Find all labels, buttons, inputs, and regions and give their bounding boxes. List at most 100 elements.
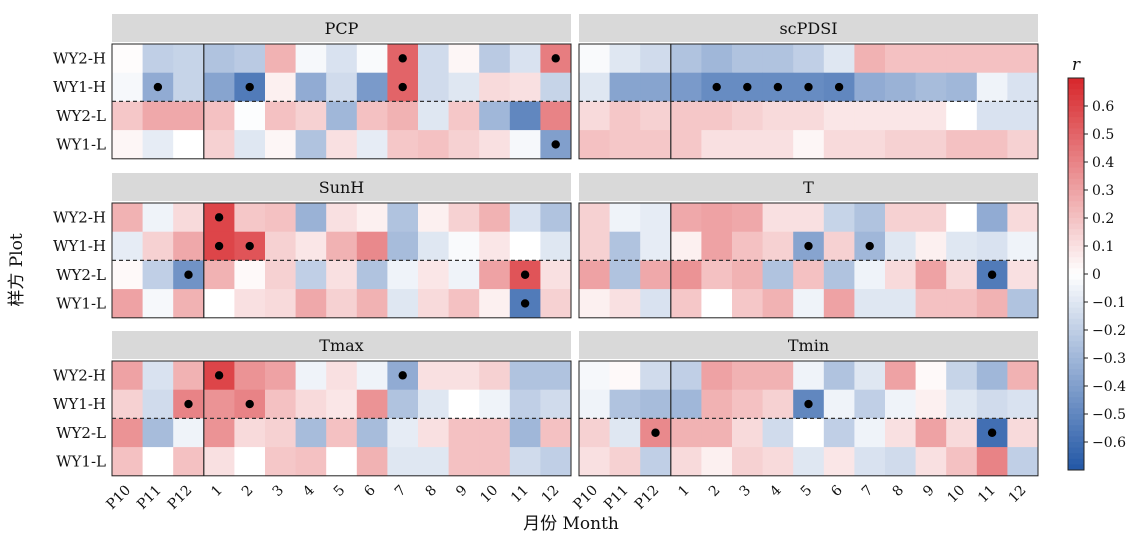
- x-tick-label: 11: [508, 482, 532, 506]
- heatmap-cell: [540, 389, 572, 419]
- heatmap-cell: [793, 260, 825, 290]
- heatmap-cell: [915, 203, 947, 233]
- panel-title: Tmin: [788, 336, 829, 355]
- heatmap-cell: [823, 389, 855, 419]
- colorbar-segment: [1068, 307, 1084, 314]
- significance-dot: [773, 82, 783, 92]
- heatmap-cell: [701, 260, 733, 290]
- heatmap-cell: [915, 44, 947, 74]
- panel-title-bar: [579, 331, 1038, 359]
- heatmap-cell: [234, 418, 266, 448]
- heatmap-cell: [915, 361, 947, 391]
- colorbar-segment: [1068, 285, 1084, 292]
- heatmap-cell: [640, 361, 672, 391]
- heatmap-cell: [732, 44, 763, 74]
- heatmap-cell: [142, 447, 174, 477]
- x-tick-label: P11: [601, 482, 632, 513]
- heatmap-cell: [976, 130, 1008, 160]
- row-label: WY2-H: [53, 49, 106, 67]
- heatmap-cell: [509, 418, 541, 448]
- heatmap-cell: [295, 101, 327, 131]
- heatmap-cell: [915, 289, 947, 319]
- colorbar-tick-label: 0.6: [1092, 99, 1114, 115]
- heatmap-cell: [762, 447, 794, 477]
- heatmap-cell: [418, 231, 449, 261]
- colorbar-segment: [1068, 167, 1084, 174]
- heatmap-cell: [640, 203, 672, 233]
- heatmap-cell: [1007, 231, 1039, 261]
- heatmap-cell: [762, 44, 794, 74]
- heatmap-cell: [732, 260, 763, 290]
- x-tick-label: P12: [632, 482, 663, 513]
- heatmap-cell: [112, 72, 143, 102]
- heatmap-cell: [854, 389, 886, 419]
- heatmap-cell: [326, 289, 358, 319]
- heatmap-cell: [418, 389, 449, 419]
- heatmap-cell: [203, 130, 235, 160]
- heatmap-cell: [112, 101, 143, 131]
- colorbar-segment: [1068, 251, 1084, 258]
- heatmap-cell: [579, 101, 610, 131]
- heatmap-cell: [356, 231, 388, 261]
- row-label: WY2-H: [53, 208, 106, 226]
- significance-dot: [153, 82, 163, 92]
- heatmap-cell: [885, 231, 916, 261]
- significance-dot: [651, 428, 660, 437]
- x-tick-label: 12: [1006, 482, 1030, 506]
- colorbar-segment: [1068, 296, 1084, 303]
- heatmap-cell: [793, 130, 825, 160]
- heatmap-cell: [326, 44, 358, 74]
- heatmap-cell: [295, 231, 327, 261]
- heatmap-cell: [448, 44, 480, 74]
- heatmap-cell: [854, 72, 886, 102]
- heatmap-cell: [1007, 72, 1039, 102]
- heatmap-cell: [1007, 389, 1039, 419]
- colorbar-segment: [1068, 346, 1084, 353]
- heatmap-cell: [142, 203, 174, 233]
- x-tick-label: P12: [165, 482, 196, 513]
- panel-pcp: PCP WY2-H WY1-H WY2-L WY1-L: [53, 14, 572, 160]
- significance-dot: [804, 399, 813, 409]
- colorbar-segment: [1068, 257, 1084, 264]
- colorbar-segment: [1068, 139, 1084, 146]
- heatmap-cell: [609, 260, 641, 290]
- heatmap-cell: [540, 361, 572, 391]
- heatmap-cell: [823, 447, 855, 477]
- colorbar-segment: [1068, 184, 1084, 191]
- heatmap-cell: [732, 361, 763, 391]
- significance-dot: [987, 428, 997, 437]
- x-tick-label: 3: [270, 482, 288, 500]
- heatmap-cell: [946, 231, 978, 261]
- significance-dot: [804, 241, 813, 251]
- heatmap-cell: [203, 389, 235, 419]
- colorbar-segment: [1068, 78, 1084, 85]
- heatmap-cell: [540, 203, 572, 233]
- significance-dot: [214, 241, 224, 251]
- heatmap-cell: [203, 289, 235, 319]
- x-tick-label: 4: [300, 482, 318, 500]
- heatmap-cell: [265, 203, 296, 233]
- heatmap-cell: [640, 72, 672, 102]
- colorbar-segment: [1068, 318, 1084, 325]
- heatmap-cell: [670, 130, 702, 160]
- heatmap-cell: [479, 418, 511, 448]
- heatmap-cell: [387, 289, 419, 319]
- heatmap-cell: [295, 44, 327, 74]
- heatmap-cell: [234, 260, 266, 290]
- heatmap-cell: [479, 72, 511, 102]
- colorbar-segment: [1068, 234, 1084, 241]
- heatmap-cell: [387, 418, 419, 448]
- heatmap-cell: [448, 203, 480, 233]
- colorbar-tick-label: −0.3: [1092, 351, 1126, 367]
- x-tick-label: 1: [675, 482, 693, 500]
- heatmap-cell: [142, 130, 174, 160]
- x-tick-label: 6: [361, 482, 379, 500]
- heatmap-cell: [609, 447, 641, 477]
- x-tick-label: 8: [423, 482, 441, 500]
- heatmap-cell: [203, 260, 235, 290]
- heatmap-cell: [112, 260, 143, 290]
- heatmap-cell: [701, 361, 733, 391]
- row-label: WY1-H: [53, 78, 106, 96]
- heatmap-cell: [946, 72, 978, 102]
- heatmap-cell: [509, 447, 541, 477]
